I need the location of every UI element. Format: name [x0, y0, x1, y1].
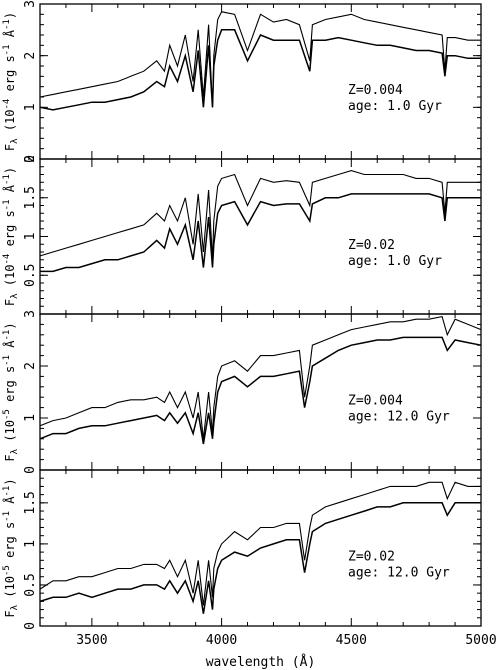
x-tick-label: 4000 [206, 633, 237, 648]
y-tick-label: 3 [23, 0, 38, 8]
panel-frame [39, 469, 482, 627]
spectrum-series-1 [39, 170, 481, 260]
y-tick-label: 1.5 [23, 491, 38, 514]
spectrum-series-2 [39, 29, 481, 111]
x-axis-label: wavelength (Å) [206, 654, 316, 670]
x-tick-label: 4500 [336, 633, 367, 648]
panel-frame [39, 3, 482, 160]
y-tick-label: 0.5 [23, 573, 38, 596]
spectrum-series-2 [39, 336, 482, 445]
panel-annotation: age: 1.0 Gyr [348, 254, 442, 269]
spectrum-series-2 [39, 502, 481, 614]
y-axis-label: Fλ (10-4 erg s-1 Å-1) [2, 12, 20, 151]
x-tick-label: 3500 [76, 633, 107, 648]
panel-annotation: age: 12.0 Gyr [348, 409, 450, 424]
y-tick-label: 2 [23, 155, 38, 163]
spectrum-series-2 [40, 193, 481, 273]
y-tick-label: 1 [23, 414, 38, 422]
y-tick-label: 1 [23, 233, 38, 241]
spectrum-series-1 [39, 481, 481, 606]
y-tick-label: 1.5 [23, 186, 38, 209]
spectrum-series-1 [39, 315, 482, 439]
x-tick-label: 5000 [465, 633, 496, 648]
y-axis-label: Fλ (10-4 erg s-1 Å-1) [2, 167, 20, 306]
y-tick-label: 0 [23, 622, 38, 630]
spectrum-series-1 [39, 11, 481, 108]
panel-annotation: age: 12.0 Gyr [348, 565, 450, 580]
panel-annotation: age: 1.0 Gyr [348, 99, 442, 114]
y-axis-label: Fλ (10-5 erg s-1 Å-1) [2, 322, 20, 461]
y-tick-label: 0.5 [23, 264, 38, 287]
panel-annotation: Z=0.004 [348, 393, 403, 408]
spectrum-panel-2: 0.5 1 1.5 2Fλ (10-4 erg s-1 Å-1) Z=0.02age: … [2, 155, 482, 315]
spectrum-panel-4: 0 0.5 1 1.5Fλ (10-5 erg s-1 Å-1) Z=0.02age: … [2, 469, 496, 670]
panel-annotation: Z=0.02 [348, 549, 395, 564]
panel-annotation: Z=0.02 [348, 238, 395, 253]
y-tick-label: 1 [23, 540, 38, 548]
y-tick-label: 2 [23, 362, 38, 370]
y-tick-label: 3 [23, 310, 38, 318]
y-axis-label: Fλ (10-5 erg s-1 Å-1) [2, 478, 20, 617]
panel-annotation: Z=0.004 [348, 83, 403, 98]
y-tick-label: 1 [23, 103, 38, 111]
y-tick-label: 0 [23, 466, 38, 474]
y-tick-label: 0 [23, 155, 38, 163]
y-tick-label: 2 [23, 52, 38, 60]
